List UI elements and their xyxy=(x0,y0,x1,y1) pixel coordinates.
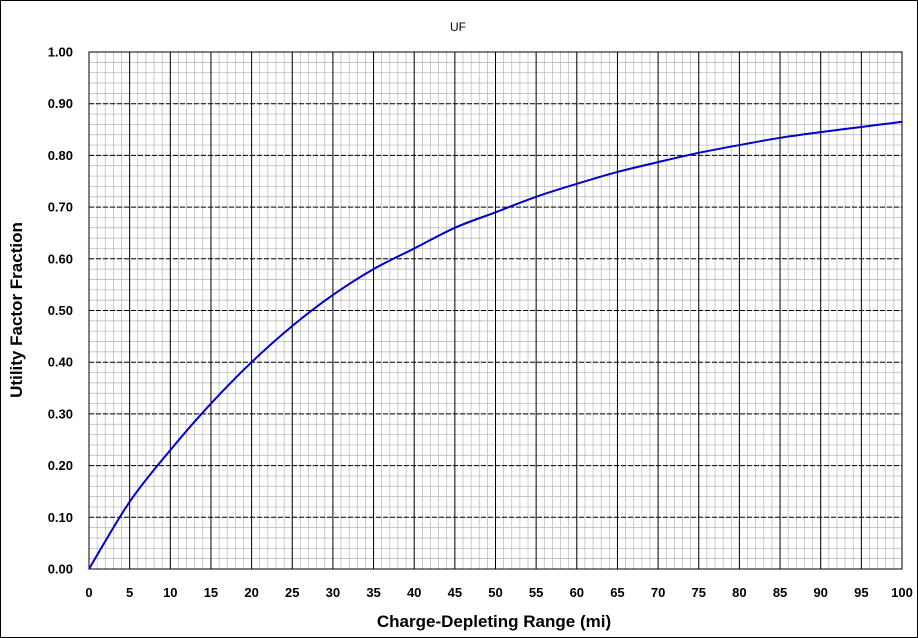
chart-title: UF xyxy=(450,20,466,34)
x-tick-label: 5 xyxy=(126,585,133,600)
y-tick-labels: 0.00 0.10 0.20 0.30 0.40 0.50 0.60 0.70 0.80 0.90… xyxy=(48,45,73,577)
x-tick-label: 30 xyxy=(326,585,340,600)
x-tick-label: 55 xyxy=(529,585,543,600)
y-tick-label: 0.20 xyxy=(48,458,73,473)
major-grid xyxy=(88,51,903,570)
x-tick-label: 45 xyxy=(448,585,462,600)
y-tick-label: 0.60 xyxy=(48,251,73,266)
x-tick-label: 90 xyxy=(813,585,827,600)
x-tick-label: 25 xyxy=(285,585,299,600)
x-tick-labels: 0 5 10 15 20 25 30 35 40 45 50 55 60 65 70 75 80 85 90 95 10… xyxy=(85,585,912,600)
y-tick-label: 0.70 xyxy=(48,200,73,215)
utility-factor-series-line xyxy=(88,120,903,570)
x-tick-label: 15 xyxy=(204,585,218,600)
plot-area-border xyxy=(88,51,903,570)
x-tick-label: 40 xyxy=(407,585,421,600)
y-axis-label: Utility Factor Fraction xyxy=(7,222,26,398)
x-tick-label: 80 xyxy=(732,585,746,600)
y-tick-label: 0.80 xyxy=(48,148,73,163)
x-tick-label: 20 xyxy=(244,585,258,600)
x-tick-label: 85 xyxy=(773,585,787,600)
x-tick-label: 70 xyxy=(651,585,665,600)
x-tick-label: 65 xyxy=(610,585,624,600)
x-tick-label: 35 xyxy=(366,585,380,600)
y-tick-label: 0.90 xyxy=(48,96,73,111)
y-tick-label: 0.30 xyxy=(48,406,73,421)
y-tick-label: 0.50 xyxy=(48,303,73,318)
x-tick-label: 100 xyxy=(891,585,913,600)
x-tick-label: 95 xyxy=(854,585,868,600)
x-axis-label: Charge-Depleting Range (mi) xyxy=(377,612,611,631)
x-tick-label: 60 xyxy=(570,585,584,600)
x-tick-label: 10 xyxy=(163,585,177,600)
y-tick-label: 0.10 xyxy=(48,510,73,525)
y-tick-label: 0.40 xyxy=(48,355,73,370)
x-tick-label: 50 xyxy=(488,585,502,600)
x-tick-label: 0 xyxy=(85,585,92,600)
y-tick-label: 0.00 xyxy=(48,562,73,577)
y-tick-label: 1.00 xyxy=(48,45,73,60)
x-tick-label: 75 xyxy=(692,585,706,600)
